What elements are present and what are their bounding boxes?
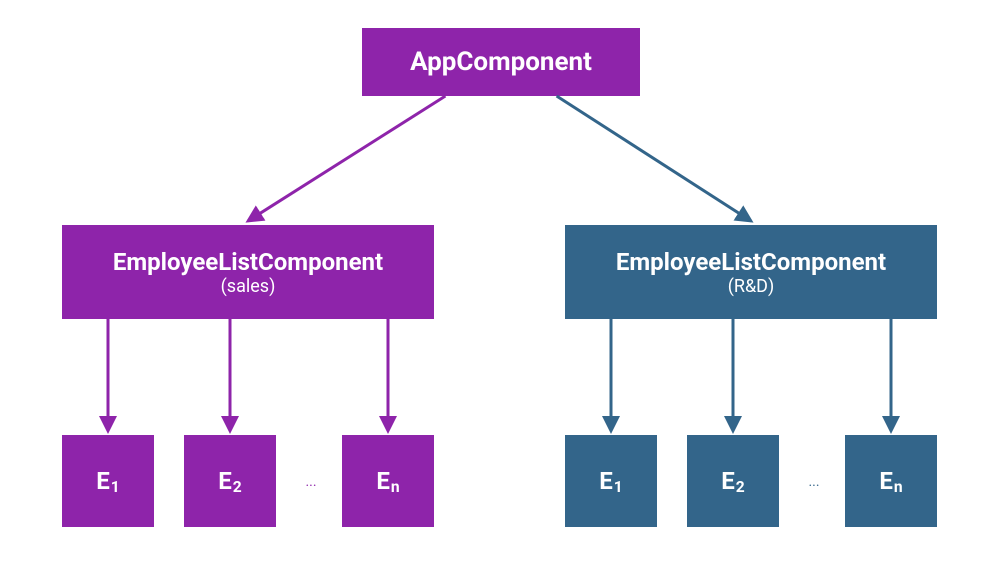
edge-arrow bbox=[557, 96, 751, 221]
leaf-node-right-1: E2 bbox=[687, 435, 779, 527]
leaf-label: En bbox=[376, 469, 399, 493]
leaf-node-right-2: En bbox=[845, 435, 937, 527]
leaf-node-left-0: E1 bbox=[62, 435, 154, 527]
branch-title: EmployeeListComponent bbox=[616, 248, 886, 276]
root-node-appcomponent: AppComponent bbox=[362, 28, 640, 96]
leaf-label: E2 bbox=[218, 469, 241, 493]
leaf-label: E2 bbox=[721, 469, 744, 493]
leaf-node-left-2: En bbox=[342, 435, 434, 527]
root-node-title: AppComponent bbox=[410, 47, 592, 77]
leaf-label: E1 bbox=[599, 469, 622, 493]
branch-node-rnd: EmployeeListComponent (R&D) bbox=[565, 225, 937, 319]
ellipsis-right: ... bbox=[799, 474, 829, 490]
branch-title: EmployeeListComponent bbox=[113, 248, 383, 276]
branch-node-sales: EmployeeListComponent (sales) bbox=[62, 225, 434, 319]
ellipsis-left: ... bbox=[296, 474, 326, 490]
leaf-node-right-0: E1 bbox=[565, 435, 657, 527]
edge-arrow bbox=[248, 96, 445, 221]
branch-subtitle: (sales) bbox=[221, 276, 276, 297]
leaf-node-left-1: E2 bbox=[184, 435, 276, 527]
leaf-label: E1 bbox=[96, 469, 119, 493]
leaf-label: En bbox=[879, 469, 902, 493]
branch-subtitle: (R&D) bbox=[728, 276, 775, 297]
